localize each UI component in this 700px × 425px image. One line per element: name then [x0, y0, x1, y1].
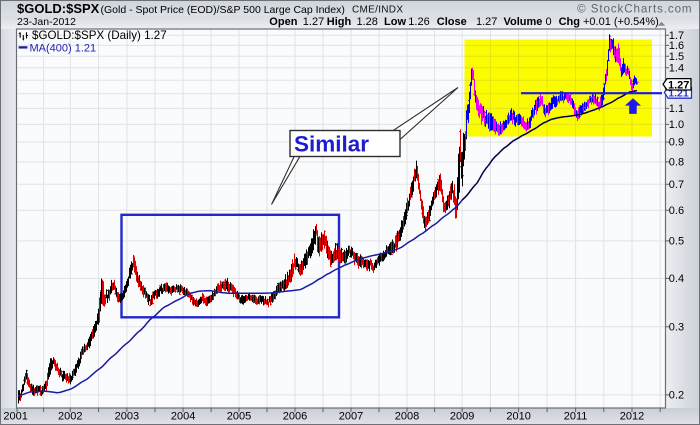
- svg-text:1.0: 1.0: [669, 119, 684, 131]
- svg-text:1.1: 1.1: [669, 103, 684, 115]
- svg-text:2006: 2006: [283, 411, 307, 423]
- svg-text:Similar: Similar: [294, 132, 369, 157]
- svg-text:0.7: 0.7: [669, 179, 684, 191]
- svg-text:0.3: 0.3: [669, 321, 684, 333]
- svg-text:2011: 2011: [564, 411, 588, 423]
- svg-text:2002: 2002: [58, 411, 82, 423]
- svg-text:0.9: 0.9: [669, 137, 684, 149]
- svg-text:2009: 2009: [450, 411, 474, 423]
- svg-text:0.6: 0.6: [669, 205, 684, 217]
- svg-text:+0.01 (+0.54%): +0.01 (+0.54%): [583, 16, 659, 28]
- svg-text:Volume: Volume: [504, 16, 543, 28]
- svg-text:1.27: 1.27: [476, 16, 497, 28]
- svg-text:CME/INDX: CME/INDX: [352, 5, 403, 16]
- svg-text:1.26: 1.26: [408, 16, 429, 28]
- svg-text:Open: Open: [269, 16, 297, 28]
- svg-text:2010: 2010: [506, 411, 530, 423]
- svg-text:Chg: Chg: [559, 16, 580, 28]
- svg-text:(Gold - Spot Price (EOD)/S&P 5: (Gold - Spot Price (EOD)/S&P 500 Large C…: [101, 4, 345, 16]
- svg-text:0: 0: [546, 16, 552, 28]
- svg-text:1.28: 1.28: [357, 16, 378, 28]
- svg-text:0.8: 0.8: [669, 157, 684, 169]
- svg-text:© StockCharts.com: © StockCharts.com: [577, 2, 692, 15]
- svg-text:$GOLD:$SPX (Daily) 1.27: $GOLD:$SPX (Daily) 1.27: [32, 29, 167, 42]
- svg-text:2005: 2005: [227, 411, 251, 423]
- svg-text:2007: 2007: [339, 411, 363, 423]
- svg-text:0.5: 0.5: [669, 236, 684, 248]
- svg-text:2008: 2008: [395, 411, 419, 423]
- svg-text:1.5: 1.5: [669, 51, 684, 63]
- svg-text:0.4: 0.4: [669, 273, 684, 285]
- svg-text:Close: Close: [437, 16, 467, 28]
- svg-text:1.6: 1.6: [669, 40, 684, 52]
- svg-text:$GOLD:$SPX: $GOLD:$SPX: [17, 1, 100, 16]
- svg-text:23-Jan-2012: 23-Jan-2012: [17, 16, 76, 28]
- svg-text:2001: 2001: [3, 411, 27, 423]
- svg-text:MA(400) 1.21: MA(400) 1.21: [30, 43, 97, 55]
- svg-text:Low: Low: [384, 16, 406, 28]
- svg-text:1.27: 1.27: [668, 79, 689, 91]
- svg-text:1.4: 1.4: [669, 62, 684, 74]
- svg-text:2003: 2003: [115, 411, 139, 423]
- svg-text:2012: 2012: [620, 411, 644, 423]
- svg-text:0.2: 0.2: [669, 390, 684, 402]
- svg-text:High: High: [327, 16, 352, 28]
- svg-text:1.27: 1.27: [303, 16, 324, 28]
- svg-text:2004: 2004: [171, 411, 195, 423]
- svg-text:1.7: 1.7: [669, 30, 684, 42]
